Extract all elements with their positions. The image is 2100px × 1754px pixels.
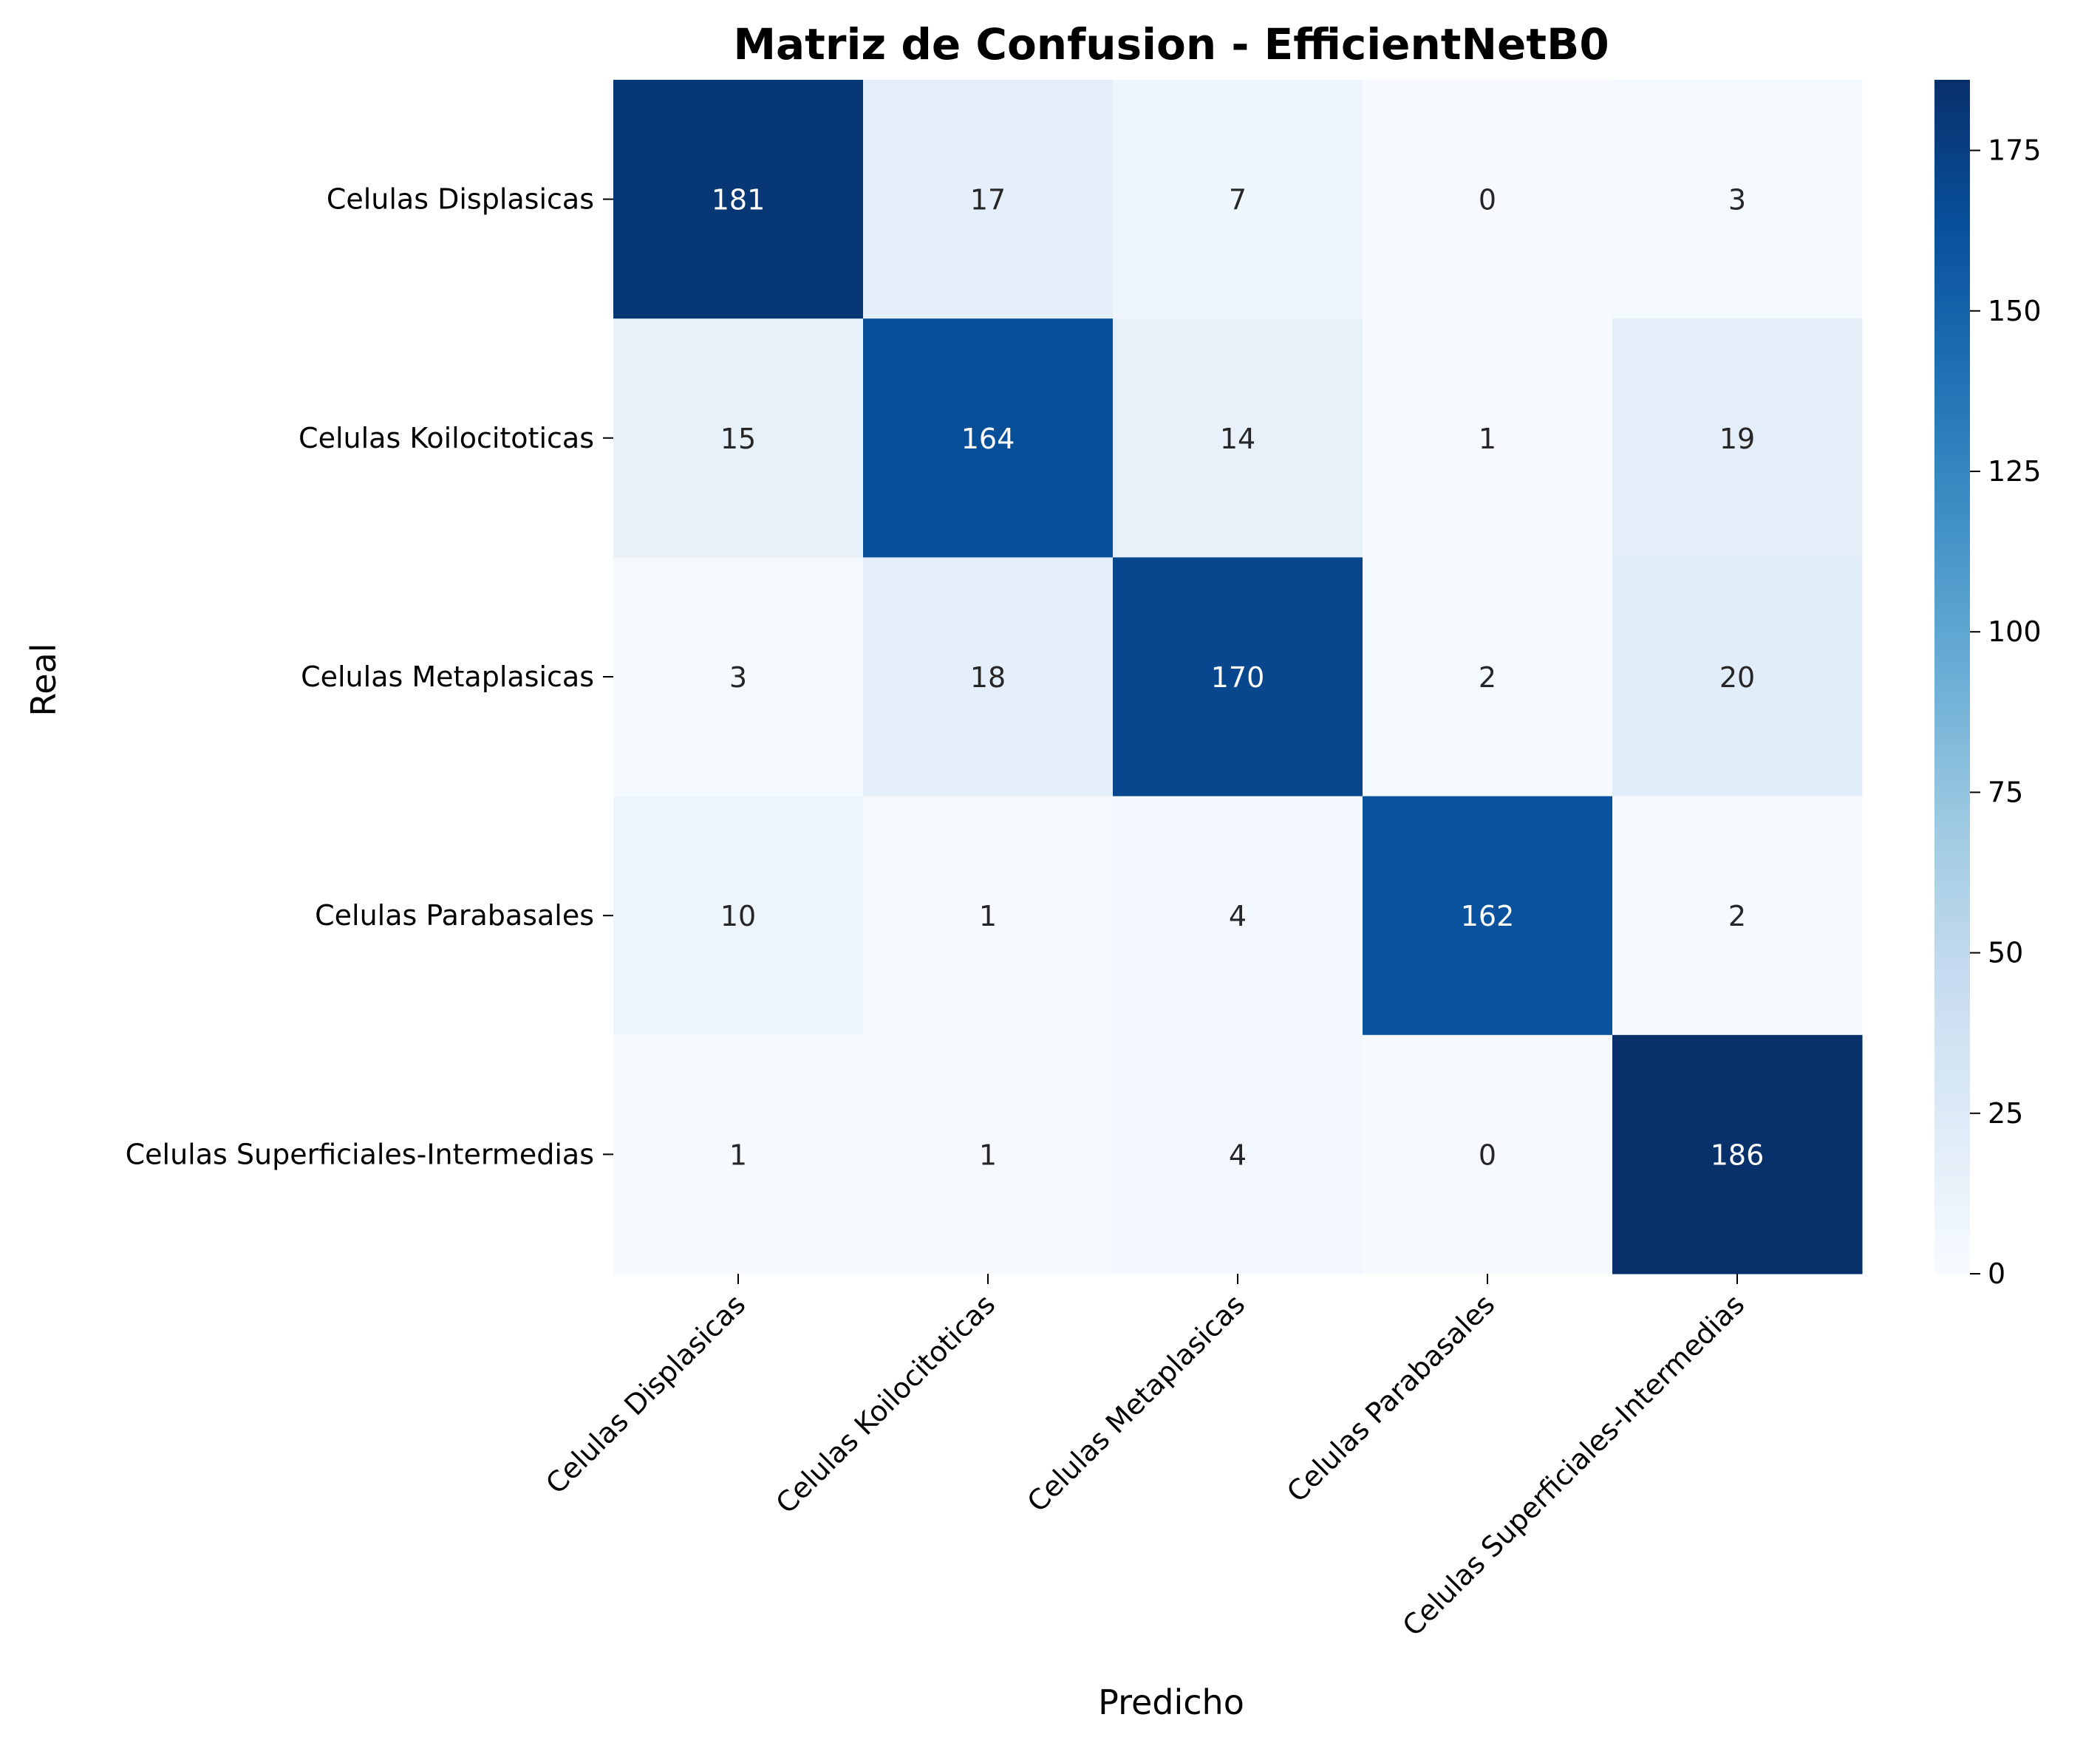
column-tick-label: Celulas Metaplasicas [1021,1288,1252,1518]
heatmap-cell [1612,796,1863,1036]
colorbar-tick-label: 0 [1988,1258,2005,1290]
cell-value-label: 4 [1229,1139,1247,1171]
heatmap-cell [613,796,864,1036]
cell-value-label: 1 [979,900,997,932]
cell-value-label: 18 [970,661,1006,694]
colorbar-tick-label: 125 [1988,455,2042,488]
row-tick-label: Celulas Parabasales [315,899,594,932]
cell-value-label: 162 [1461,900,1515,932]
cell-value-label: 7 [1229,184,1247,216]
cell-value-label: 1 [979,1139,997,1171]
heatmap-cell [863,796,1114,1036]
cell-value-label: 170 [1211,661,1265,694]
colorbar-tick-label: 25 [1988,1097,2023,1130]
cell-value-label: 0 [1479,184,1496,216]
colorbar-tick-label: 100 [1988,615,2042,648]
column-tick-labels: Celulas Displasicas Celulas Koilocitotica… [539,1274,1750,1642]
heatmap-cell [613,557,864,797]
y-axis-label: Real [24,643,64,716]
cell-value-label: 1 [1479,423,1496,455]
row-tick-label: Celulas Superficiales-Intermedias [126,1138,594,1170]
heatmap-cell [1612,80,1863,319]
heatmap-cell [613,318,864,558]
heatmap-cell [1113,318,1363,558]
colorbar-tick-label: 150 [1988,295,2042,327]
row-tick-label: Celulas Metaplasicas [301,661,594,693]
cell-value-label: 0 [1479,1139,1496,1171]
heatmap-cell [863,557,1114,797]
heatmap-cell [1113,796,1363,1036]
cell-value-label: 3 [1728,184,1746,216]
cell-value-label: 14 [1220,423,1255,455]
cell-value-label: 2 [1728,900,1746,932]
heatmap-cell [863,318,1114,558]
cell-value-label: 19 [1719,423,1755,455]
x-axis-label: Predicho [1098,1682,1244,1722]
heatmap-cell [613,1034,864,1274]
cell-value-label: 17 [970,184,1006,216]
colorbar-tick-label: 175 [1988,134,2042,167]
row-tick-label: Celulas Koilocitoticas [299,422,594,454]
heatmap-cell [1113,557,1363,797]
heatmap-cell [863,1034,1114,1274]
cell-value-label: 164 [961,423,1015,455]
heatmap-cell [1363,80,1613,319]
heatmap-cell [1363,318,1613,558]
row-tick-labels: Celulas Displasicas Celulas Koilocitotica… [126,183,613,1170]
colorbar-tick-label: 75 [1988,776,2023,808]
heatmap-cell [863,80,1114,319]
cell-value-label: 3 [729,661,747,694]
row-tick-label: Celulas Displasicas [327,183,594,216]
heatmap-cell [613,80,864,319]
heatmap-cell [1612,1034,1863,1274]
heatmap-cell [1113,1034,1363,1274]
heatmap-cell [1363,557,1613,797]
heatmap-cell [1113,80,1363,319]
heatmap-cell [1363,1034,1613,1274]
cell-value-label: 2 [1479,661,1496,694]
heatmap-cell [1363,796,1613,1036]
cell-value-label: 181 [712,184,766,216]
colorbar-tick-label: 50 [1988,937,2023,969]
heatmap-cell [1612,318,1863,558]
colorbar-ticks: 0 25 50 75 100 125 150 175 [1970,134,2042,1290]
column-tick-label: Celulas Parabasales [1281,1288,1501,1508]
cell-value-label: 4 [1229,900,1247,932]
cell-value-label: 20 [1719,661,1755,694]
column-tick-label: Celulas Displasicas [539,1288,751,1500]
colorbar [1934,80,1970,1274]
cell-value-label: 186 [1711,1139,1765,1171]
column-tick-label: Celulas Koilocitoticas [769,1288,1001,1520]
heatmap-cell [1612,557,1863,797]
chart-title: Matriz de Confusion - EfficientNetB0 [733,19,1609,69]
cell-value-label: 15 [720,423,756,455]
cell-value-label: 1 [729,1139,747,1171]
cell-value-label: 10 [720,900,756,932]
